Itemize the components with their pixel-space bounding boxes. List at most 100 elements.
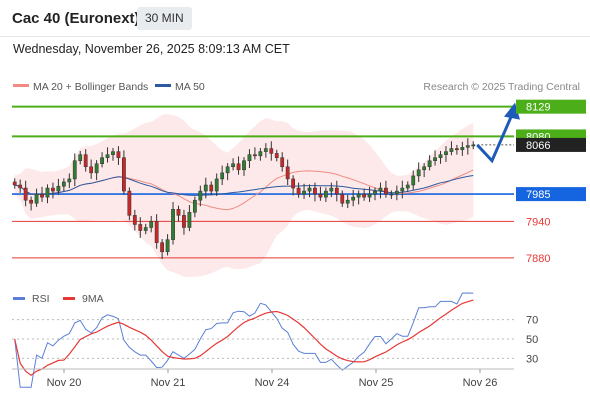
legend-rsi-swatch — [13, 297, 25, 300]
instrument-title: Cac 40 (Euronext) — [12, 10, 140, 27]
candle — [154, 214, 159, 249]
forecast-arrow — [476, 102, 520, 164]
candle — [340, 190, 345, 207]
candle — [231, 158, 235, 171]
level-label-8066: 8066 — [526, 140, 550, 152]
x-tick-label: Nov 21 — [151, 377, 186, 389]
legend-ma50-label: MA 50 — [175, 81, 205, 93]
price-legend: MA 20 + Bollinger Bands MA 50 Research ©… — [13, 81, 580, 93]
candle — [400, 180, 405, 199]
rsi-line — [14, 292, 474, 388]
candle — [373, 187, 377, 201]
candle — [111, 147, 115, 161]
candle — [176, 205, 181, 222]
candle — [23, 180, 28, 207]
candle — [422, 163, 427, 178]
bollinger-bands — [14, 114, 474, 277]
candle — [61, 178, 66, 192]
candle — [345, 194, 350, 209]
candle — [12, 178, 17, 189]
candle — [198, 185, 203, 207]
chart-datetime: Wednesday, November 26, 2025 8:09:13 AM … — [13, 42, 290, 56]
legend-ma20-swatch — [13, 84, 29, 87]
candle — [220, 165, 225, 185]
candle — [236, 156, 241, 175]
candle — [280, 152, 285, 172]
candle — [307, 184, 312, 198]
candle — [40, 186, 44, 202]
candle — [56, 178, 61, 195]
candle — [132, 209, 137, 231]
candle — [362, 188, 366, 201]
candle — [105, 147, 110, 163]
level-label-7940: 7940 — [526, 216, 550, 228]
candle — [444, 146, 448, 162]
candle — [285, 159, 290, 185]
candle — [116, 146, 121, 165]
candle — [433, 150, 437, 166]
candle — [313, 182, 317, 202]
candle — [291, 175, 296, 196]
level-tag-7985 — [516, 187, 586, 202]
candle — [416, 162, 421, 182]
forecast-arrow-path — [476, 114, 514, 164]
rsi-legend: RSI 9MA — [13, 293, 104, 305]
candle — [209, 181, 214, 195]
candle — [225, 163, 230, 181]
candle — [78, 151, 83, 165]
x-tick-label: Nov 20 — [47, 377, 82, 389]
candle — [242, 157, 246, 176]
legend-9ma-label: 9MA — [82, 293, 104, 305]
candle — [269, 141, 274, 161]
candle — [471, 141, 476, 150]
rsi-9ma-line — [14, 299, 474, 377]
candle — [427, 155, 432, 171]
level-tag-8129 — [516, 99, 586, 114]
candle — [165, 234, 170, 256]
candle — [329, 182, 334, 198]
rsi-tick-70: 70 — [526, 315, 538, 327]
candle — [460, 141, 465, 156]
candle — [455, 144, 459, 155]
rsi-tick-30: 30 — [526, 353, 538, 365]
candle — [45, 184, 50, 204]
candle — [51, 182, 55, 199]
candle — [214, 173, 219, 196]
candle — [192, 196, 197, 218]
chart-header: Cac 40 (Euronext) 30 MIN — [0, 0, 590, 37]
candle — [318, 186, 323, 201]
candle — [100, 152, 104, 168]
price-levels — [12, 105, 514, 259]
candle — [127, 187, 132, 221]
legend-ma20-label: MA 20 + Bollinger Bands — [33, 81, 148, 93]
candle — [182, 209, 186, 235]
timeframe-badge[interactable]: 30 MIN — [137, 7, 192, 30]
candle — [384, 180, 388, 198]
candle — [149, 215, 154, 233]
legend-rsi-label: RSI — [32, 293, 50, 305]
rsi-panel: 70 50 30 — [12, 292, 538, 388]
candlesticks — [12, 138, 476, 260]
candle — [449, 141, 454, 156]
candle — [29, 196, 33, 211]
candle — [438, 151, 443, 164]
candle — [138, 217, 143, 238]
candle — [171, 202, 175, 245]
candle — [323, 187, 328, 202]
x-axis: Nov 20 Nov 21 Nov 24 Nov 25 Nov 26 — [12, 368, 514, 389]
candle — [302, 183, 306, 199]
x-tick-label: Nov 26 — [463, 377, 498, 389]
x-tick-label: Nov 24 — [255, 377, 290, 389]
level-label-8129: 8129 — [526, 102, 550, 114]
candle — [394, 185, 399, 201]
candle — [411, 170, 416, 190]
bollinger-band-fill — [14, 114, 474, 277]
candle — [72, 153, 77, 187]
legend-9ma-swatch — [63, 297, 75, 300]
legend-ma50-swatch — [155, 84, 171, 87]
candle — [274, 149, 279, 162]
candle — [34, 188, 39, 207]
candle — [247, 149, 252, 168]
